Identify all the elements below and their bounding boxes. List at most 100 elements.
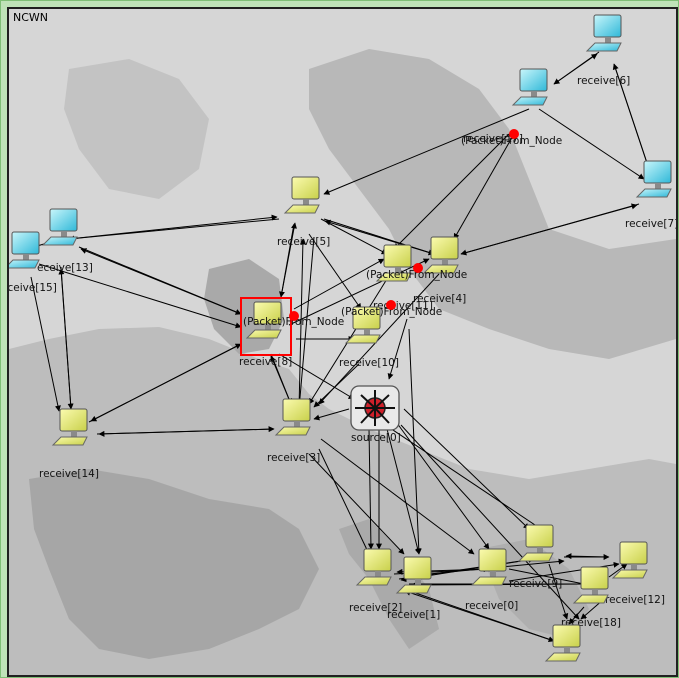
computer-icon [344,306,381,344]
node-label: receive[17] [463,133,523,145]
link-edge [324,219,435,255]
packet-dot [386,300,396,310]
node-eceive13[interactable]: eceive[13] [37,208,93,274]
computer-icon [41,208,78,246]
node-receive12[interactable]: receive[12] [605,541,665,606]
computer-icon [544,624,581,662]
link-edge [270,355,292,405]
link-edge [565,553,610,560]
link-edge [323,108,530,195]
packet-label: (Packet)From_Node [243,316,344,328]
node-label: source[0] [351,432,401,444]
packet-label: (Packet)From_Node [341,306,442,318]
link-edge [608,563,628,578]
node-receive17[interactable]: receive[17] [463,68,548,145]
link-edge [288,258,430,326]
link-edge [308,233,362,310]
link-edge [296,236,315,410]
node-label: receive[0] [465,600,518,612]
node-receive0[interactable]: receive[0] [465,548,518,612]
node-receive7[interactable]: receive[7] [625,160,676,230]
link-edge [320,438,475,555]
link-edge [460,203,638,255]
node-receive10[interactable]: receive[10] [339,306,399,369]
node-label: receive[9] [509,578,562,590]
link-edge [612,63,650,170]
packet-dot [509,129,519,139]
network-canvas[interactable]: receive[6] receive[17] receive[7] eceive[13… [7,7,678,677]
node-receive16[interactable]: receive[16] [539,624,599,675]
selection-box [240,297,292,356]
europe-map-background [9,9,676,675]
link-lines [26,51,651,643]
link-edge [387,318,408,380]
link-edge [58,268,72,410]
node-label: receive[1] [387,609,440,621]
computer-icon [355,548,392,586]
node-receive14[interactable]: receive[14] [39,408,99,480]
link-edge [98,428,275,437]
node-receive8[interactable]: receive[8] [239,301,292,368]
link-edge [320,218,388,255]
computer-icon [51,408,88,446]
link-edge [80,248,242,315]
link-edge [313,408,350,421]
source-icon [350,385,400,431]
node-label: receive[8] [239,356,292,368]
link-edge [313,363,360,408]
link-edge [568,606,585,625]
computer-icon [572,566,609,604]
link-edge [368,413,545,532]
node-receive6[interactable]: receive[6] [577,14,630,87]
network-title: NCWN [13,11,49,24]
computer-icon [517,524,554,562]
node-source0[interactable]: source[0] [350,385,401,444]
node-label: receive[7] [625,218,676,230]
link-edge [386,428,421,555]
node-label: receive[10] [339,357,399,369]
network-nodes[interactable]: receive[6] receive[17] receive[7] eceive[13… [9,14,676,675]
computer-icon [375,244,412,282]
computer-icon [395,556,432,594]
packet-dot [289,311,299,321]
node-label: receive[14] [39,468,99,480]
node-label: eceive[13] [37,262,93,274]
node-label: receive[6] [577,75,630,87]
computer-icon [245,301,282,339]
packet-label: (Packet)From_Node [366,269,467,281]
network-map[interactable]: receive[6] receive[17] receive[7] eceive[13… [9,9,676,675]
node-label: receive[4] [413,293,466,305]
node-receive5[interactable]: receive[5] [277,176,330,248]
link-edge [318,448,370,555]
link-edge [393,418,490,550]
link-edge [90,343,242,422]
computer-icon [611,541,648,579]
computer-icon [274,398,311,436]
packet-overlays: (Packet)From_Node (Packet)From_Node (Pac… [243,129,562,328]
node-label: eceive[15] [9,282,57,294]
link-edge [293,258,385,310]
link-edge [278,353,355,400]
node-receive9[interactable]: receive[9] [509,524,562,590]
link-edge [453,133,515,240]
link-edge [367,428,374,550]
link-edge [68,214,278,240]
computer-icon [422,236,459,274]
computer-icon [585,14,622,52]
node-receive4[interactable]: receive[4] [413,236,466,305]
computer-icon [470,548,507,586]
link-edge [408,328,422,555]
link-edge [393,133,510,250]
link-edge [548,563,569,620]
computer-icon [511,68,548,106]
link-edge [553,53,598,85]
link-edge [38,263,242,329]
node-label: receive[2] [349,602,402,614]
node-eceive15[interactable]: eceive[15] [9,231,57,294]
link-edge [403,408,530,530]
node-receive3[interactable]: receive[3] [267,398,320,464]
node-receive1[interactable]: receive[1] [387,556,440,621]
node-label: receive[12] [605,594,665,606]
node-receive2[interactable]: receive[2] [349,548,402,614]
